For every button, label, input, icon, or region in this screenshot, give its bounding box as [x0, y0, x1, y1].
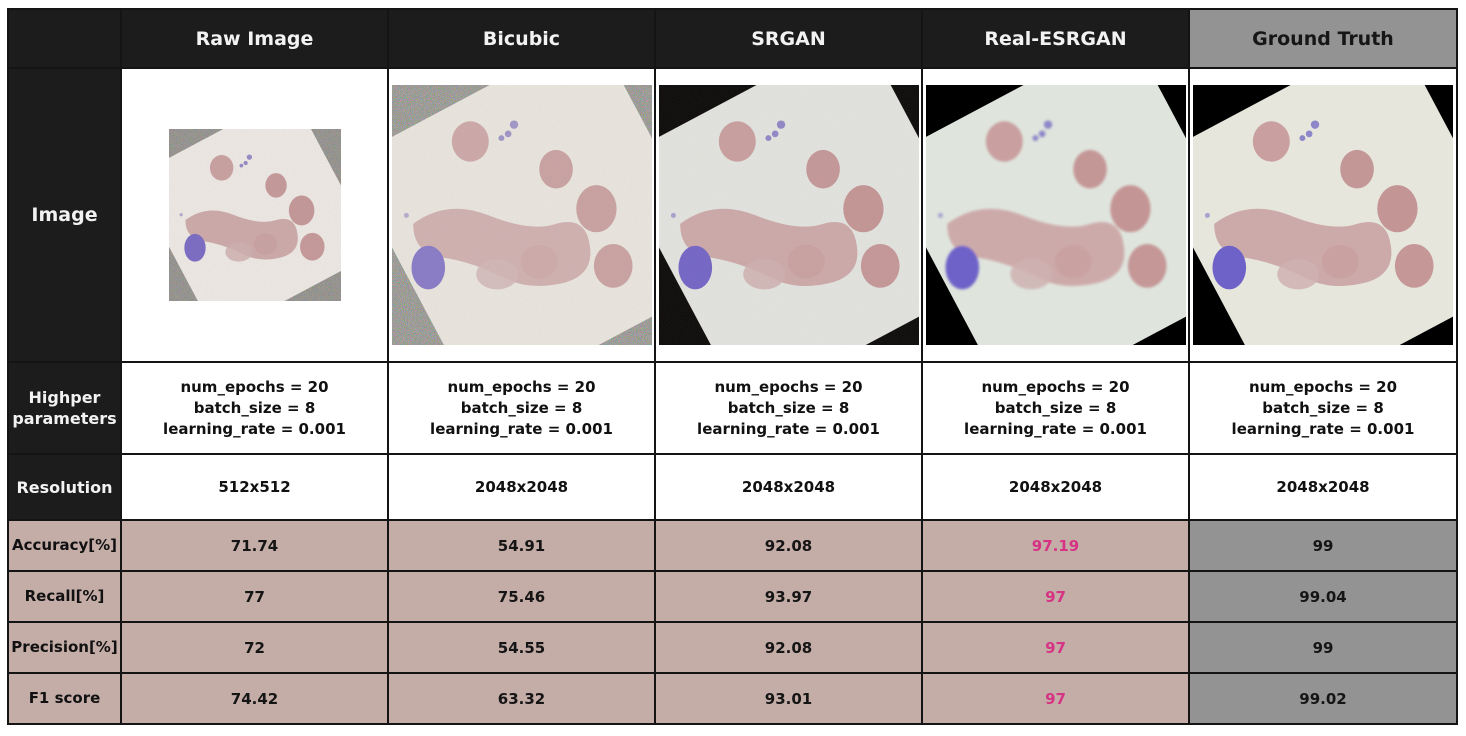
recall-value-srgan: 93.97 — [654, 570, 923, 623]
raw-image-thumbnail — [168, 129, 341, 301]
accuracy-value-real-esrgan: 97.19 — [921, 519, 1190, 572]
row-label-f1: F1 score — [7, 672, 122, 725]
row-label-hyperparameters-line1: Highper — [28, 388, 101, 407]
num-epochs-text: num_epochs = 20 — [447, 377, 596, 396]
hyperparameters-cell-raw: num_epochs = 20 batch_size = 8 learning_ra… — [120, 361, 389, 455]
num-epochs-text: num_epochs = 20 — [981, 377, 1130, 396]
f1-value-real-esrgan: 97 — [921, 672, 1190, 725]
column-header-raw-image: Raw Image — [120, 8, 389, 69]
f1-value-ground-truth: 99.02 — [1188, 672, 1458, 725]
metric-row-accuracy: Accuracy[%] 71.74 54.91 92.08 97.19 99 — [7, 519, 1458, 572]
metric-row-recall: Recall[%] 77 75.46 93.97 97 99.04 — [7, 570, 1458, 623]
row-label-precision: Precision[%] — [7, 621, 122, 674]
f1-value-raw: 74.42 — [120, 672, 389, 725]
real-esrgan-image — [925, 85, 1186, 345]
hyperparameters-cell-ground-truth: num_epochs = 20 batch_size = 8 learning_ra… — [1188, 361, 1458, 455]
image-cell-srgan — [654, 67, 923, 363]
recall-value-bicubic: 75.46 — [387, 570, 656, 623]
batch-size-text: batch_size = 8 — [460, 398, 583, 417]
recall-value-ground-truth: 99.04 — [1188, 570, 1458, 623]
hyperparameters-cell-srgan: num_epochs = 20 batch_size = 8 learning_ra… — [654, 361, 923, 455]
f1-value-bicubic: 63.32 — [387, 672, 656, 725]
resolution-cell-bicubic: 2048x2048 — [387, 453, 656, 521]
accuracy-value-bicubic: 54.91 — [387, 519, 656, 572]
row-label-hyperparameters: Highper parameters — [7, 361, 122, 455]
image-cell-ground-truth — [1188, 67, 1458, 363]
row-label-hyperparameters-line2: parameters — [12, 409, 117, 428]
image-cell-bicubic — [387, 67, 656, 363]
batch-size-text: batch_size = 8 — [994, 398, 1117, 417]
precision-value-real-esrgan: 97 — [921, 621, 1190, 674]
learning-rate-text: learning_rate = 0.001 — [430, 419, 613, 438]
corner-cell — [7, 8, 122, 69]
recall-value-real-esrgan: 97 — [921, 570, 1190, 623]
learning-rate-text: learning_rate = 0.001 — [163, 419, 346, 438]
resolution-cell-real-esrgan: 2048x2048 — [921, 453, 1190, 521]
accuracy-value-raw: 71.74 — [120, 519, 389, 572]
precision-value-ground-truth: 99 — [1188, 621, 1458, 674]
learning-rate-text: learning_rate = 0.001 — [964, 419, 1147, 438]
image-row: Image — [7, 67, 1458, 363]
batch-size-text: batch_size = 8 — [727, 398, 850, 417]
image-cell-real-esrgan — [921, 67, 1190, 363]
comparison-table: Raw Image Bicubic SRGAN Real-ESRGAN Grou… — [7, 8, 1458, 725]
precision-value-bicubic: 54.55 — [387, 621, 656, 674]
metric-row-precision: Precision[%] 72 54.55 92.08 97 99 — [7, 621, 1458, 674]
metric-row-f1: F1 score 74.42 63.32 93.01 97 99.02 — [7, 672, 1458, 725]
precision-value-srgan: 92.08 — [654, 621, 923, 674]
resolution-row: Resolution 512x512 2048x2048 2048x2048 2… — [7, 453, 1458, 521]
column-header-bicubic: Bicubic — [387, 8, 656, 69]
precision-value-raw: 72 — [120, 621, 389, 674]
hyperparameters-row: Highper parameters num_epochs = 20 batch_… — [7, 361, 1458, 455]
row-label-accuracy: Accuracy[%] — [7, 519, 122, 572]
resolution-cell-ground-truth: 2048x2048 — [1188, 453, 1458, 521]
row-label-image: Image — [7, 67, 122, 363]
srgan-image — [658, 85, 919, 345]
column-header-ground-truth: Ground Truth — [1188, 8, 1458, 69]
column-header-real-esrgan: Real-ESRGAN — [921, 8, 1190, 69]
ground-truth-image — [1193, 85, 1453, 345]
num-epochs-text: num_epochs = 20 — [180, 377, 329, 396]
num-epochs-text: num_epochs = 20 — [1248, 377, 1398, 396]
row-label-recall: Recall[%] — [7, 570, 122, 623]
batch-size-text: batch_size = 8 — [1262, 398, 1384, 417]
num-epochs-text: num_epochs = 20 — [714, 377, 863, 396]
header-row: Raw Image Bicubic SRGAN Real-ESRGAN Grou… — [7, 8, 1458, 69]
recall-value-raw: 77 — [120, 570, 389, 623]
batch-size-text: batch_size = 8 — [193, 398, 316, 417]
hyperparameters-cell-bicubic: num_epochs = 20 batch_size = 8 learning_ra… — [387, 361, 656, 455]
row-label-resolution: Resolution — [7, 453, 122, 521]
resolution-cell-srgan: 2048x2048 — [654, 453, 923, 521]
accuracy-value-srgan: 92.08 — [654, 519, 923, 572]
resolution-cell-raw: 512x512 — [120, 453, 389, 521]
learning-rate-text: learning_rate = 0.001 — [697, 419, 880, 438]
accuracy-value-ground-truth: 99 — [1188, 519, 1458, 572]
hyperparameters-cell-real-esrgan: num_epochs = 20 batch_size = 8 learning_ra… — [921, 361, 1190, 455]
image-cell-raw — [120, 67, 389, 363]
bicubic-image — [391, 85, 652, 345]
learning-rate-text: learning_rate = 0.001 — [1231, 419, 1415, 438]
f1-value-srgan: 93.01 — [654, 672, 923, 725]
column-header-srgan: SRGAN — [654, 8, 923, 69]
